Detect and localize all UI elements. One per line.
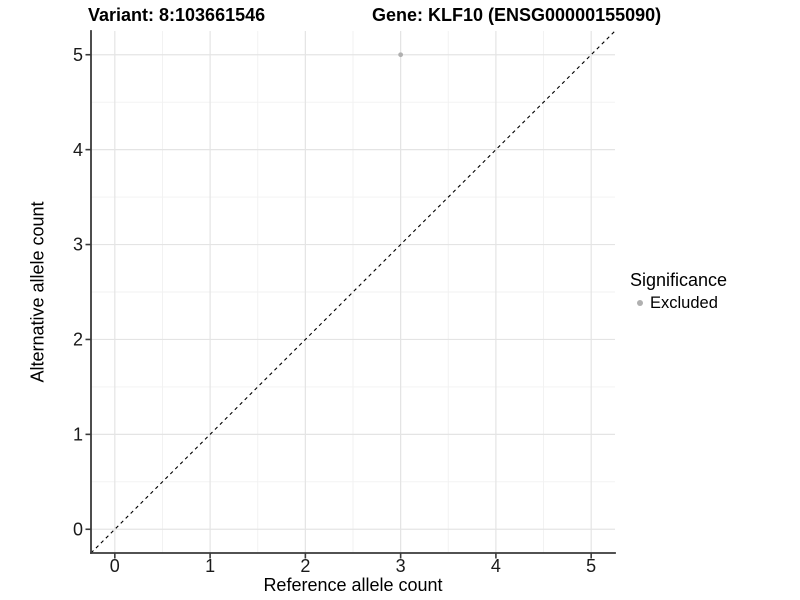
x-tick-label: 3 [396,556,406,576]
data-point-excluded [398,52,404,58]
y-tick-label: 3 [73,235,83,255]
legend-title: Significance [630,270,728,290]
legend-item-excluded: Excluded [630,293,727,313]
legend: Significance Excluded [630,270,727,313]
y-tick-label: 2 [73,330,83,350]
y-tick-label: 4 [73,140,83,160]
y-tick-label: 1 [73,425,83,445]
legend-item-label: Excluded [650,294,718,312]
y-tick-label: 0 [73,519,83,539]
x-tick-label: 5 [586,556,596,576]
y-tick-label: 5 [73,45,83,65]
excluded-point-swatch-icon [637,300,643,306]
x-tick-label: 1 [205,556,215,576]
x-axis-title: Reference allele count [263,575,443,595]
x-tick-label: 2 [300,556,310,576]
gene-title: Gene: KLF10 (ENSG00000155090) [372,5,662,25]
variant-title: Variant: 8:103661546 [88,5,266,25]
x-tick-label: 0 [110,556,120,576]
y-axis-title: Alternative allele count [27,201,48,383]
identity-reference-line [90,30,616,554]
x-tick-label: 4 [491,556,501,576]
